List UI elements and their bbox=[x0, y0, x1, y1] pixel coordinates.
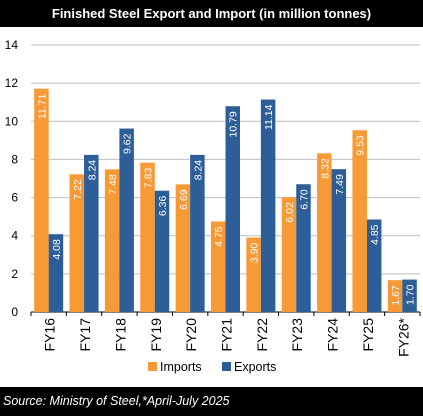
imports-bar bbox=[352, 130, 367, 312]
y-tick-label: 10 bbox=[5, 114, 19, 128]
y-tick-label: 2 bbox=[11, 267, 18, 281]
x-category-label: FY20 bbox=[183, 318, 199, 352]
x-category-label: FY25 bbox=[360, 318, 376, 352]
data-label: 7.22 bbox=[72, 179, 84, 200]
data-label: 3.90 bbox=[249, 242, 261, 263]
y-tick-label: 14 bbox=[5, 38, 19, 52]
x-category-label: FY26* bbox=[395, 317, 411, 356]
x-category-label: FY16 bbox=[42, 318, 58, 352]
data-label: 11.14 bbox=[263, 104, 275, 130]
data-label: 7.48 bbox=[107, 174, 119, 195]
data-label: 9.62 bbox=[122, 133, 134, 154]
y-tick-label: 0 bbox=[11, 305, 18, 319]
exports-bar bbox=[48, 234, 64, 312]
legend-label-exports: Exports bbox=[234, 360, 276, 374]
data-label: 1.67 bbox=[390, 285, 402, 306]
imports-bar bbox=[140, 162, 155, 312]
data-label: 8.24 bbox=[86, 160, 98, 181]
data-label: 7.83 bbox=[143, 168, 155, 189]
imports-bar bbox=[317, 153, 332, 312]
data-label: 6.36 bbox=[157, 196, 169, 217]
imports-bar bbox=[211, 221, 226, 312]
data-label: 4.08 bbox=[51, 239, 63, 260]
data-label: 7.49 bbox=[334, 174, 346, 195]
imports-bar bbox=[104, 169, 120, 312]
plot-area: 0 2 4 6 8 10 12 14 11.71 4.08 FY16 7.22 8.24 FY17 7.48… bbox=[0, 27, 423, 387]
data-label: 6.02 bbox=[284, 202, 296, 223]
data-label: 8.24 bbox=[192, 160, 204, 181]
x-category-label: FY18 bbox=[112, 318, 128, 352]
x-category-label: FY22 bbox=[254, 318, 270, 352]
exports-bar bbox=[84, 154, 99, 312]
exports-bar bbox=[402, 279, 417, 312]
exports-bar bbox=[260, 99, 276, 313]
source-note: Source: Ministry of Steel,*April-July 20… bbox=[0, 387, 423, 416]
data-label: 9.53 bbox=[355, 135, 367, 156]
x-category-label: FY19 bbox=[148, 318, 164, 352]
imports-bar bbox=[281, 197, 297, 312]
x-category-label: FY21 bbox=[219, 318, 235, 352]
imports-bar bbox=[387, 280, 403, 312]
data-label: 11.71 bbox=[36, 94, 48, 120]
x-category-label: FY23 bbox=[289, 318, 305, 352]
data-label: 1.70 bbox=[405, 284, 417, 305]
exports-bar bbox=[190, 154, 205, 312]
chart-title: Finished Steel Export and Import (in mil… bbox=[0, 0, 423, 27]
x-category-label: FY17 bbox=[77, 318, 93, 352]
legend-swatch-exports bbox=[222, 362, 231, 371]
data-label: 6.69 bbox=[178, 189, 190, 210]
imports-bar bbox=[246, 237, 261, 312]
y-tick-label: 8 bbox=[11, 152, 18, 166]
imports-bar bbox=[175, 184, 191, 312]
exports-bar bbox=[331, 169, 347, 312]
x-category-label: FY24 bbox=[325, 318, 341, 352]
exports-bar bbox=[154, 190, 170, 312]
imports-bar bbox=[69, 174, 85, 312]
data-label: 4.75 bbox=[213, 226, 225, 247]
y-tick-label: 12 bbox=[5, 76, 19, 90]
exports-bar bbox=[296, 184, 311, 312]
data-label: 4.85 bbox=[369, 224, 381, 245]
data-label: 6.70 bbox=[298, 189, 310, 210]
y-tick-label: 6 bbox=[11, 191, 18, 205]
exports-bar bbox=[119, 128, 134, 312]
imports-bar bbox=[34, 88, 49, 312]
exports-bar bbox=[225, 106, 240, 312]
legend-label-imports: Imports bbox=[160, 360, 202, 374]
exports-bar bbox=[366, 219, 382, 312]
legend-swatch-imports bbox=[148, 362, 157, 371]
bar-chart: 0246810121411.714.08FY167.228.24FY177.48… bbox=[5, 38, 421, 374]
data-label: 8.32 bbox=[319, 158, 331, 179]
y-tick-label: 4 bbox=[11, 229, 18, 243]
data-label: 10.79 bbox=[228, 111, 240, 137]
